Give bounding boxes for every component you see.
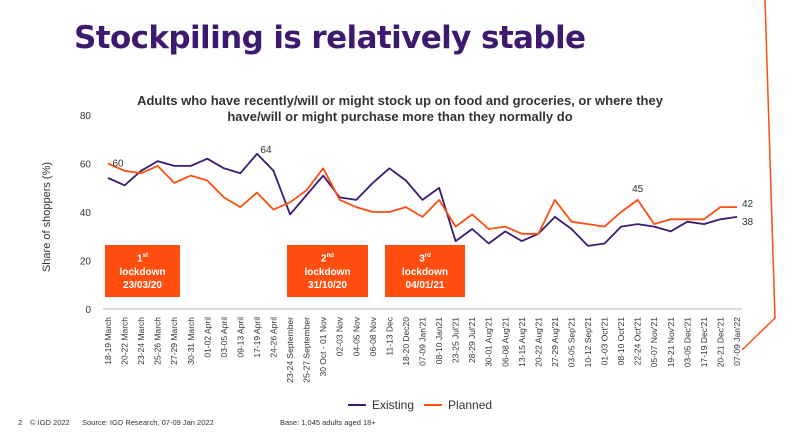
data-label: 42	[742, 199, 754, 210]
lockdown-3-ordinal: 3rd	[419, 253, 431, 265]
legend-swatch-existing	[348, 404, 366, 406]
lockdown-2-ordinal: 2nd	[321, 253, 334, 265]
x-tick-label: 03-05 Dec'21	[682, 317, 692, 368]
lockdown-1-date: 23/03/20	[123, 279, 162, 291]
x-tick-label: 07-09 Jan'22	[732, 317, 742, 366]
x-tick-label: 01-02 April	[202, 317, 212, 358]
y-tick-label: 60	[80, 160, 92, 171]
legend-item-planned: Planned	[424, 398, 492, 412]
lockdown-1-label: lockdown	[119, 266, 166, 278]
x-tick-label: 25-26 March	[153, 317, 163, 365]
x-tick-label: 20-22 March	[120, 317, 130, 365]
x-tick-label: 18-20 Dec20	[401, 317, 411, 366]
x-tick-label: 23-24 September	[285, 317, 295, 383]
x-tick-label: 04-05 Nov	[351, 316, 361, 356]
lockdown-3-date: 04/01/21	[405, 279, 445, 291]
x-tick-label: 24-26 April	[269, 317, 279, 358]
x-tick-label: 02-03 Nov	[335, 316, 345, 356]
x-tick-label: 23-24 March	[136, 317, 146, 365]
x-tick-label: 03-05 April	[219, 317, 229, 358]
x-tick-label: 20-21 Dec'21	[715, 317, 725, 368]
y-axis-title: Share of shoppers (%)	[41, 162, 53, 272]
lockdown-1-box: 1st lockdown 23/03/20	[105, 245, 180, 297]
x-tick-label: 03-05 Sep'21	[566, 317, 576, 368]
x-tick-label: 22-24 Oct'21	[633, 317, 643, 366]
y-tick-label: 40	[80, 208, 92, 219]
legend-label-planned: Planned	[448, 398, 493, 412]
x-tick-label: 09-13 April	[235, 317, 245, 358]
lockdown-3-label: lockdown	[401, 266, 449, 278]
x-tick-label: 08-10 Oct'21	[616, 317, 626, 366]
x-tick-label: 05-07 Nov'21	[649, 317, 659, 368]
x-tick-label: 27-29 Aug'21	[550, 317, 560, 367]
footer-source: Source: IGD Research, 07-09 Jan 2022	[82, 418, 214, 427]
footer-page-number: 2	[18, 418, 23, 427]
x-tick-label: 13-15 Aug'21	[517, 317, 527, 367]
x-tick-label: 07-09 Jan'21	[418, 317, 428, 366]
x-tick-label: 06-08 Nov	[368, 316, 378, 356]
x-tick-label: 10-12 Sep'21	[583, 317, 593, 368]
legend-swatch-planned	[424, 404, 443, 406]
y-tick-label: 80	[80, 111, 92, 122]
x-tick-label: 08-10 Jan21	[434, 317, 444, 365]
lockdown-2-box: 2nd lockdown 31/10/20	[287, 245, 368, 297]
x-tick-label: 25-27 September	[302, 317, 312, 383]
lockdown-2-date: 31/10/20	[308, 279, 347, 291]
x-tick-label: 18-19 March	[103, 317, 113, 365]
footer-base: Base: 1,045 adults aged 18+	[280, 418, 376, 427]
series-line-planned	[107, 162, 737, 235]
legend-label-existing: Existing	[372, 398, 415, 412]
legend-item-existing: Existing	[348, 398, 414, 412]
x-tick-label: 01-03 Oct'21	[600, 317, 610, 366]
x-tick-label: 30 Oct - 01 Nov	[318, 316, 328, 376]
x-tick-label: 17-19 April	[252, 317, 262, 358]
data-label: 64	[260, 145, 272, 156]
y-tick-label: 0	[85, 305, 91, 316]
series-line-existing	[107, 152, 738, 247]
x-tick-label: 20-22 Aug'21	[533, 317, 543, 367]
data-label: 38	[742, 217, 754, 228]
chart-subtitle: Adults who have recently/will or might s…	[137, 93, 663, 124]
x-tick-label: 30-01 Aug'21	[484, 317, 494, 367]
lockdown-3-box: 3rd lockdown 04/01/21	[385, 245, 465, 297]
x-tick-label: 23-25 Jul'21	[451, 317, 461, 363]
x-tick-label: 27-29 March	[169, 317, 179, 365]
x-tick-label: 30-31 March	[186, 317, 196, 365]
x-tick-label: 17-19 Dec'21	[699, 317, 709, 368]
x-tick-label: 19-21 Nov'21	[666, 317, 676, 368]
lockdown-1-ordinal: 1st	[137, 253, 148, 265]
x-tick-label: 28-29 Jul'21	[467, 317, 477, 363]
x-tick-label: 06-08 Aug'21	[500, 317, 510, 367]
lockdown-2-label: lockdown	[304, 266, 351, 278]
x-tick-label: 11-13 Dec	[384, 316, 394, 355]
y-tick-label: 20	[80, 257, 92, 268]
chart-legend: Existing Planned	[348, 398, 492, 412]
data-label: 45	[632, 184, 644, 195]
page-title: Stockpiling is relatively stable	[74, 20, 586, 56]
data-label: 60	[112, 159, 124, 170]
footer-copyright: © IGD 2022	[30, 418, 70, 427]
